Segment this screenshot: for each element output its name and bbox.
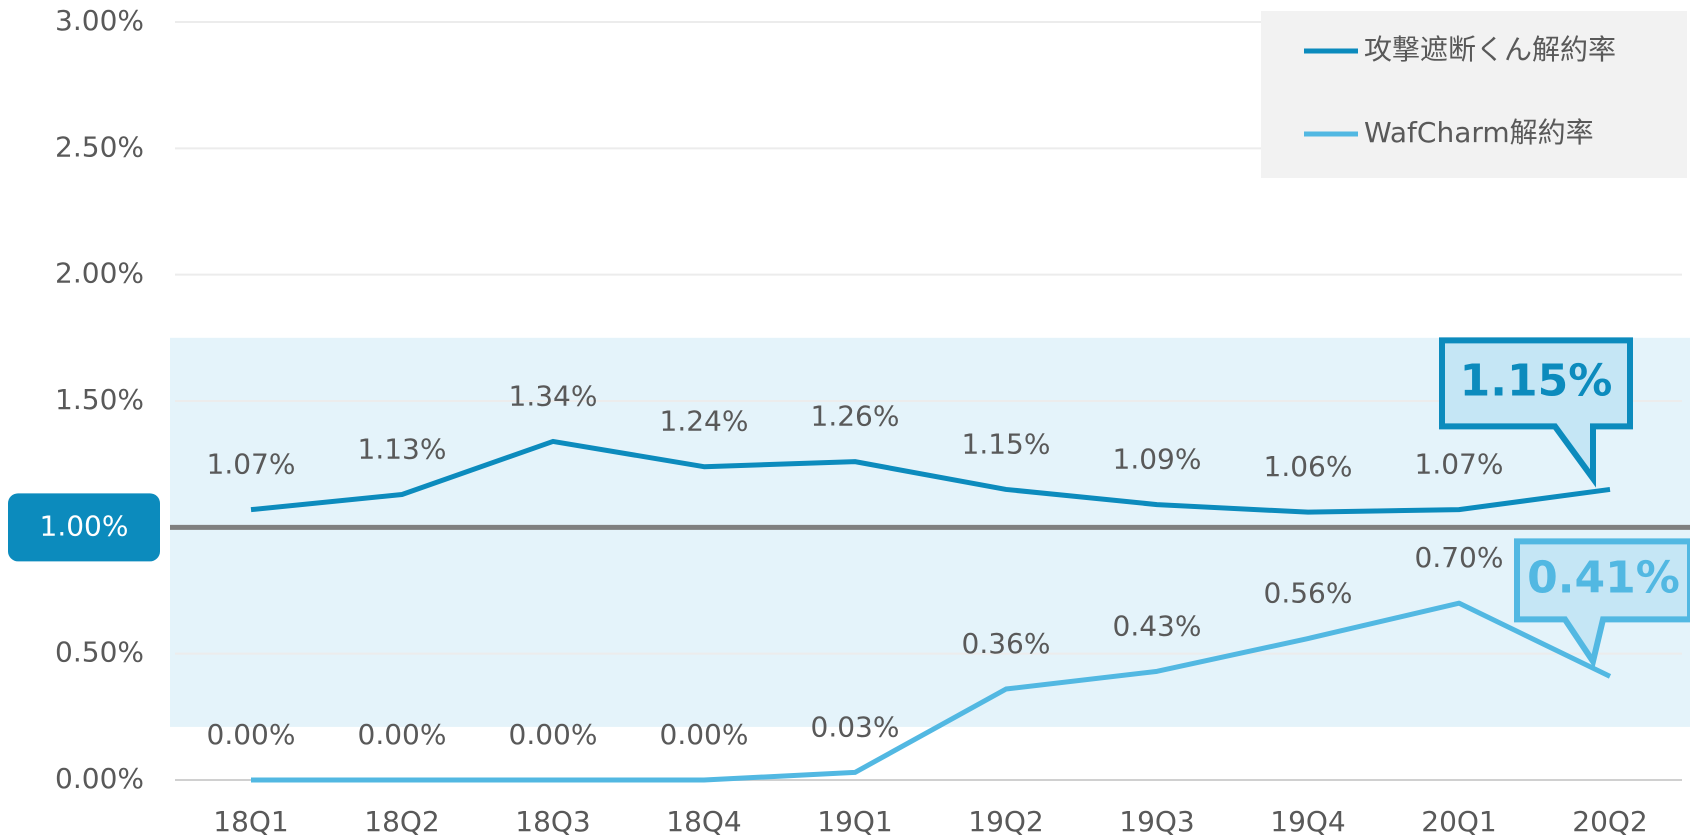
x-tick-label: 18Q2 [364, 805, 439, 838]
data-label: 1.15% [962, 427, 1051, 460]
x-tick-label: 19Q4 [1270, 805, 1345, 838]
data-label: 0.70% [1415, 541, 1504, 574]
y-tick-label: 0.50% [55, 636, 144, 669]
data-label: 0.00% [207, 718, 296, 751]
data-label: 1.26% [811, 400, 900, 433]
x-tick-label: 18Q1 [213, 805, 288, 838]
data-label: 1.06% [1264, 450, 1353, 483]
y-tick-label: 0.00% [55, 762, 144, 795]
x-tick-label: 18Q3 [515, 805, 590, 838]
x-tick-label: 18Q4 [666, 805, 741, 838]
x-tick-label: 20Q1 [1421, 805, 1496, 838]
data-label: 1.34% [509, 379, 598, 412]
data-label: 1.07% [207, 448, 296, 481]
data-label: 1.13% [358, 432, 447, 465]
callout [1514, 538, 1690, 669]
legend-label: 攻撃遮断くん解約率 [1364, 33, 1616, 66]
legend-box [1261, 11, 1687, 178]
data-label: 0.03% [811, 710, 900, 743]
reference-badge [8, 493, 160, 562]
callout-label: 0.41% [1527, 552, 1680, 603]
highlight-band [170, 337, 1690, 727]
data-label: 0.00% [358, 718, 447, 751]
data-label: 1.24% [660, 405, 749, 438]
callout-label: 1.15% [1460, 355, 1613, 406]
callout [1439, 337, 1633, 488]
legend-label: WafCharm解約率 [1364, 116, 1594, 149]
x-tick-label: 19Q3 [1119, 805, 1194, 838]
data-label: 1.09% [1113, 443, 1202, 476]
data-label: 0.00% [509, 718, 598, 751]
data-label: 0.56% [1264, 577, 1353, 610]
y-tick-label: 3.00% [55, 4, 144, 37]
data-label: 0.36% [962, 627, 1051, 660]
y-tick-label: 2.50% [55, 130, 144, 163]
y-tick-label: 1.50% [55, 383, 144, 416]
x-tick-label: 19Q2 [968, 805, 1043, 838]
series-line [250, 438, 1611, 515]
y-tick-label: 2.00% [55, 257, 144, 290]
data-label: 0.00% [660, 718, 749, 751]
series-line [251, 600, 1612, 783]
data-label: 1.07% [1415, 448, 1504, 481]
x-tick-label: 20Q2 [1572, 805, 1647, 838]
x-tick-label: 19Q1 [817, 805, 892, 838]
data-label: 0.43% [1113, 609, 1202, 642]
reference-label: 1.00% [40, 509, 129, 542]
